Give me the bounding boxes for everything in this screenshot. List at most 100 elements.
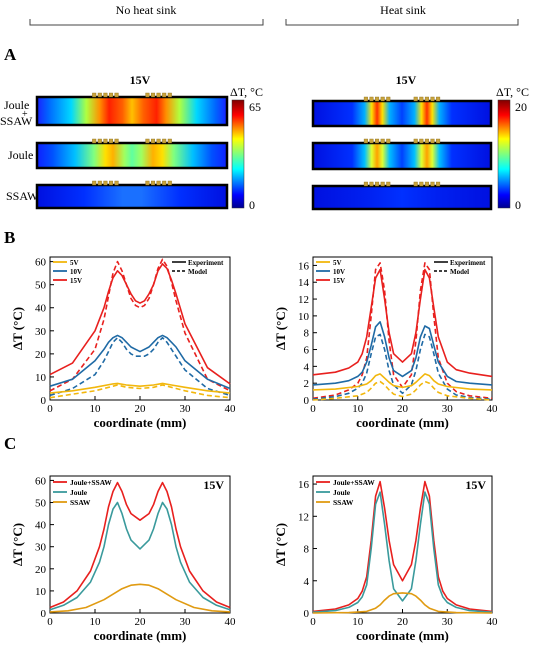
electrode-pad [162,138,167,144]
series-line-5v-solid [312,373,493,391]
legend-label: 15V [333,277,345,285]
y-tick-label: 0 [304,395,310,407]
x-tick-label: 20 [135,616,147,628]
series-line-joule-ssaw-solid [312,480,493,613]
x-tick-label: 20 [135,403,147,415]
row-label-ssaw: SSAW [6,189,39,203]
electrode-pad [145,92,150,98]
y-tick-label: 0 [41,395,47,407]
chart-c-left: 0 10 20 30 40 0 10 20 30 40 50 60 coordinate (mm) ΔT … [10,475,236,643]
y-axis-label: ΔT (°C) [273,523,288,566]
heatmap-left-joule-ssaw [35,95,229,127]
electrode-pad [167,180,172,186]
series-line-10v-dashed [49,336,231,397]
legend-label: Joule [70,488,88,497]
x-tick-label: 0 [310,616,316,628]
electrode-pad [103,138,108,144]
legend-label: 5V [70,259,79,267]
heatmap-right-joule [311,141,493,171]
series-line-5v-dashed [312,380,493,401]
colorbar-right-min: 0 [515,198,521,212]
series-line-10v-solid [49,334,231,390]
electrode-pad [97,92,102,98]
header-left: No heat sink [29,3,264,26]
colorbar-left [231,99,245,209]
legend-label: Joule+SSAW [70,478,112,487]
electrode-pad [375,181,380,187]
legend-label: 5V [333,259,342,267]
series-line-5v-solid [49,382,231,394]
series-line-10v-solid [312,321,493,386]
electrode-pad [380,138,385,144]
x-tick-label: 30 [442,403,454,415]
y-tick-label: 40 [35,303,47,315]
electrode-pad [386,96,391,102]
electrode-pad [108,92,113,98]
colorbar-left-max: 65 [249,100,261,114]
y-tick-label: 60 [35,475,47,487]
chart-b-left: 0 10 20 30 40 0 10 20 30 40 50 60 coordinate (mm) ΔT … [10,256,236,430]
y-tick-label: 12 [298,294,309,306]
x-axis-label: coordinate (mm) [94,628,187,643]
heatmap-right-joule-ssaw [311,99,493,128]
electrode-pad [97,180,102,186]
y-tick-label: 16 [298,479,310,491]
legend-label: Joule [333,488,351,497]
x-tick-label: 40 [487,616,499,628]
x-axis-label: coordinate (mm) [356,415,449,430]
y-tick-label: 2 [304,378,310,390]
heatmap-panel-right: 15V ΔT, °C 20 0 [311,73,529,212]
heatmap-panel-left: 15V Joule + SSAW Joule SSAW ΔT, °C 65 0 [0,73,263,212]
heatmap-right-title: 15V [396,73,417,87]
electrode-pad [386,138,391,144]
electrode-pad [156,138,161,144]
electrode-pad [103,92,108,98]
y-tick-label: 8 [304,544,310,556]
electrode-pad [424,138,429,144]
electrode-pad [114,92,119,98]
y-tick-label: 14 [298,277,310,289]
header-right: Heat sink [285,3,519,26]
electrode-pad [150,180,155,186]
legend-label: 10V [333,268,345,276]
series-line-15v-solid [312,268,493,378]
colorbar-right [497,99,511,209]
legend-label: SSAW [70,498,91,507]
panel-label-a: A [4,45,17,64]
style-legend-label: Experiment [188,259,224,267]
electrode-pad [369,181,374,187]
series-line-5v-dashed [49,384,231,399]
y-tick-label: 8 [304,328,310,340]
electrode-pad [419,96,424,102]
electrodes-left [92,92,172,186]
electrode-pad [413,96,418,102]
heatmap-left-ssaw [35,183,229,210]
electrode-pad [145,180,150,186]
electrode-pad [363,96,368,102]
chart-b-right: 0 10 20 30 40 0 2 4 6 8 10 12 14 16 coordinate (mm) ΔT … [273,256,498,430]
electrode-pad [436,181,441,187]
series-line-15v-dashed [312,262,493,400]
x-tick-label: 30 [180,616,192,628]
electrode-pad [150,92,155,98]
y-tick-label: 10 [35,586,47,598]
x-tick-label: 10 [352,616,364,628]
heatmap-left-title: 15V [130,73,151,87]
electrode-pad [430,96,435,102]
y-tick-label: 6 [304,345,310,357]
x-tick-label: 20 [397,616,409,628]
panel-label-b: B [4,228,15,247]
x-tick-label: 10 [90,403,102,415]
electrode-pad [97,138,102,144]
electrode-pad [380,181,385,187]
electrode-pad [386,181,391,187]
colorbar-left-label: ΔT, °C [230,85,263,99]
x-tick-label: 40 [225,616,237,628]
y-tick-label: 0 [41,608,47,620]
electrode-pad [114,180,119,186]
electrode-pad [363,138,368,144]
chart-title: 15V [465,478,486,492]
header-left-label: No heat sink [116,3,177,17]
legend-label: SSAW [333,498,354,507]
